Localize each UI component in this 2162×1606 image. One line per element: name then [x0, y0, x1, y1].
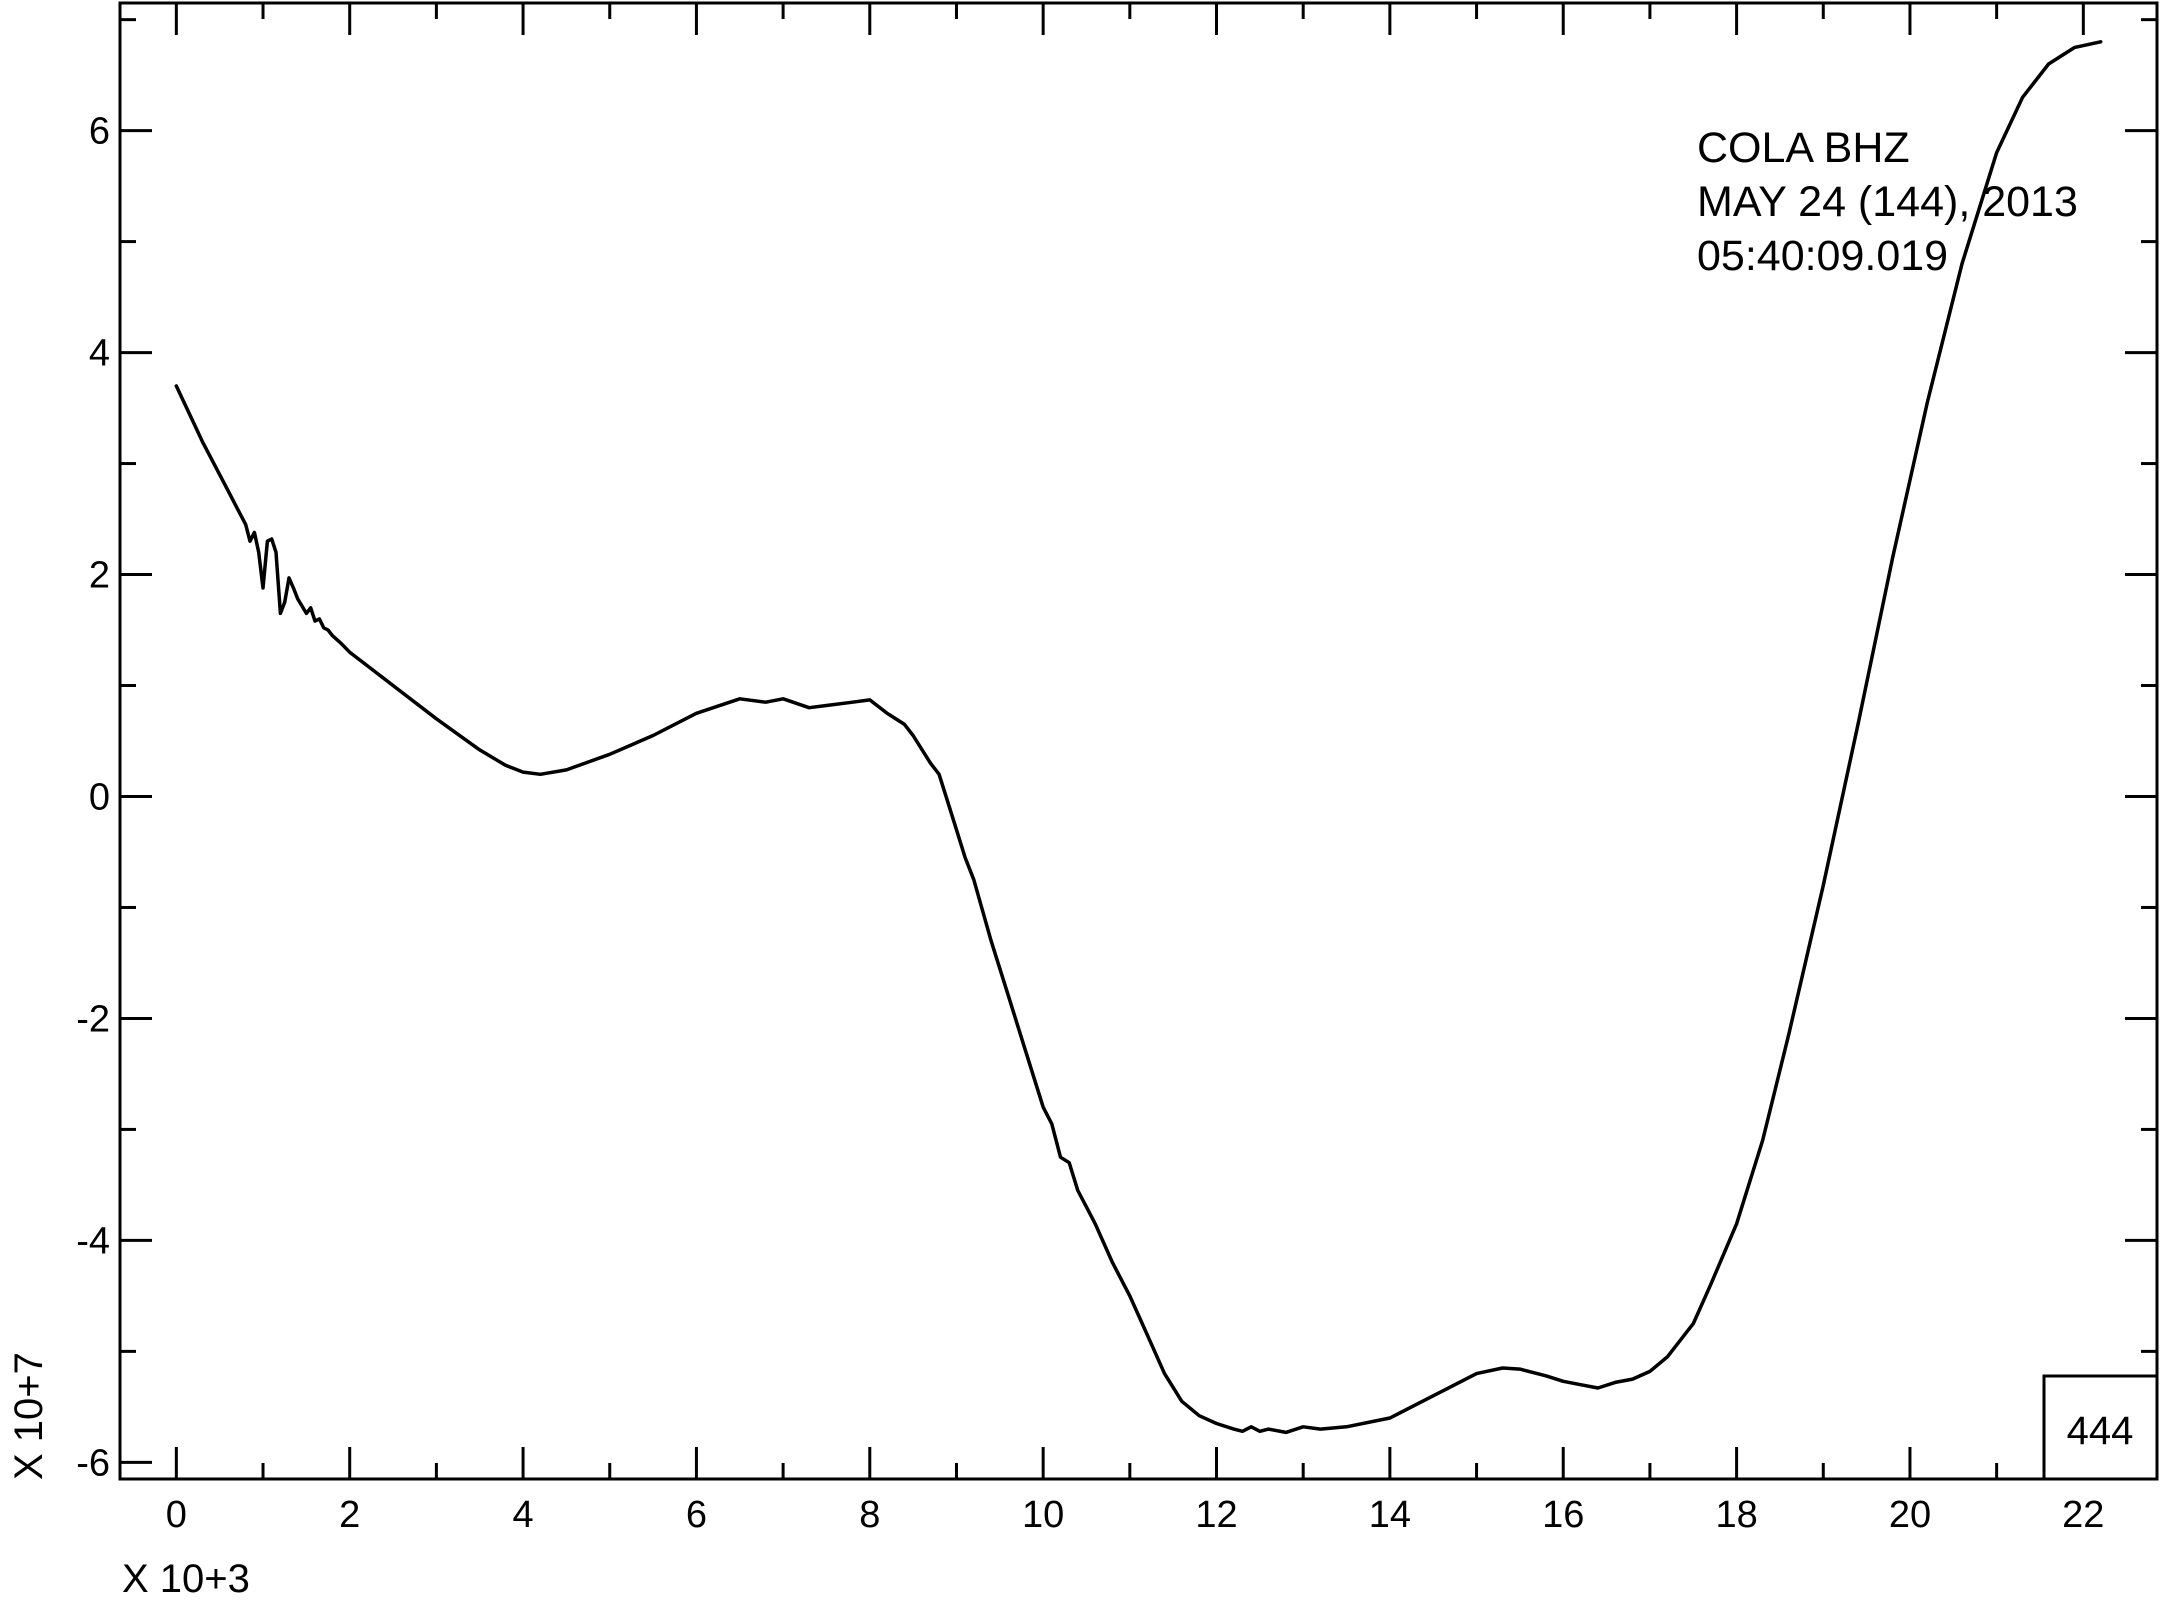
- box-label-frame: [2042, 1374, 2159, 1481]
- x-tick-label: 8: [859, 1494, 880, 1536]
- x-tick-label: 2: [339, 1494, 360, 1536]
- box-label: 444: [2067, 1409, 2134, 1453]
- x-tick-label: 16: [1542, 1494, 1584, 1536]
- y-tick-label: 2: [89, 555, 110, 597]
- x-tick-label: 18: [1715, 1494, 1757, 1536]
- time-label: 05:40:09.019: [1697, 232, 1948, 280]
- plot-frame: [118, 1, 2159, 1481]
- x-tick-label: 10: [1022, 1494, 1064, 1536]
- x-tick-label: 20: [1889, 1494, 1931, 1536]
- y-tick-label: -4: [76, 1220, 110, 1262]
- axis-ticks: [120, 3, 2157, 1479]
- y-tick-label: -6: [76, 1442, 110, 1484]
- y-tick-label: 0: [89, 776, 110, 818]
- x-tick-label: 22: [2062, 1494, 2104, 1536]
- axis-tick-labels: 0 2 4 6 8 10 12 14 16 18 20 22 -6 -4 -2 0 2 4 6: [76, 111, 2104, 1536]
- x-tick-label: 6: [686, 1494, 707, 1536]
- seismogram-trace: [174, 40, 2103, 1435]
- x-tick-label: 12: [1195, 1494, 1237, 1536]
- date-label: MAY 24 (144), 2013: [1697, 178, 2078, 226]
- y-tick-label: 6: [89, 111, 110, 153]
- x-tick-label: 0: [166, 1494, 187, 1536]
- y-multiplier-label: X 10+7: [7, 1352, 51, 1480]
- y-tick-label: -2: [76, 998, 110, 1040]
- station-label: COLA BHZ: [1697, 124, 1910, 172]
- x-tick-label: 4: [512, 1494, 533, 1536]
- y-tick-label: 4: [89, 333, 110, 375]
- x-tick-label: 14: [1369, 1494, 1411, 1536]
- x-multiplier-label: X 10+3: [122, 1557, 250, 1601]
